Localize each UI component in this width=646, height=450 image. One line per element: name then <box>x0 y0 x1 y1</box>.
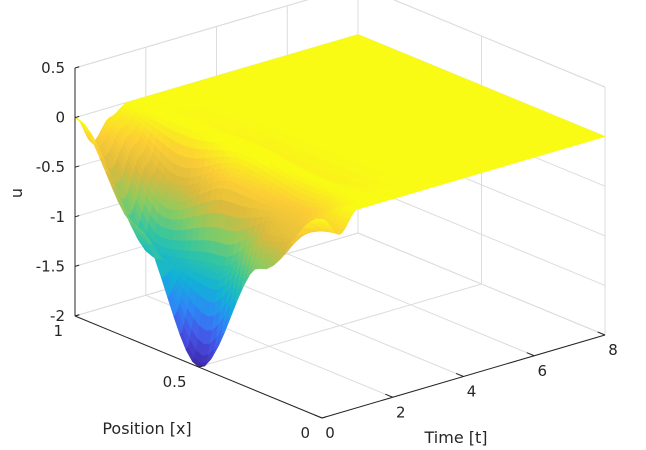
u-tick <box>75 116 79 117</box>
z-axis-label: u <box>7 188 26 198</box>
u-tick-label: -1 <box>50 208 65 226</box>
u-tick-label: 0.5 <box>41 59 65 77</box>
y-axis-label: Position [x] <box>102 419 191 438</box>
u-tick <box>75 216 79 217</box>
t-tick <box>456 373 463 376</box>
u-tick-label: -0.5 <box>36 158 65 176</box>
x-tick <box>322 417 326 418</box>
u-tick-label: -2 <box>50 307 65 325</box>
u-tick <box>75 67 79 68</box>
t-tick-label: 8 <box>608 341 618 359</box>
u-tick <box>75 315 79 316</box>
t-tick-label: 0 <box>325 424 335 442</box>
x-tick-label: 0.5 <box>163 373 187 391</box>
u-tick-label: 0 <box>55 109 65 127</box>
x-tick-label: 0 <box>300 424 310 442</box>
u-tick <box>75 265 79 266</box>
t-tick-label: 2 <box>396 403 406 421</box>
u-tick <box>75 166 79 167</box>
surface-patch <box>75 118 83 123</box>
t-tick <box>315 415 322 418</box>
x-axis-label: Time [t] <box>424 428 488 447</box>
u-tick-label: -1.5 <box>36 257 65 275</box>
t-tick-label: 4 <box>467 383 477 401</box>
t-tick <box>598 332 605 335</box>
t-tick <box>385 394 392 397</box>
t-tick-label: 6 <box>537 362 547 380</box>
surface-layer <box>75 35 605 367</box>
t-tick <box>527 353 534 356</box>
